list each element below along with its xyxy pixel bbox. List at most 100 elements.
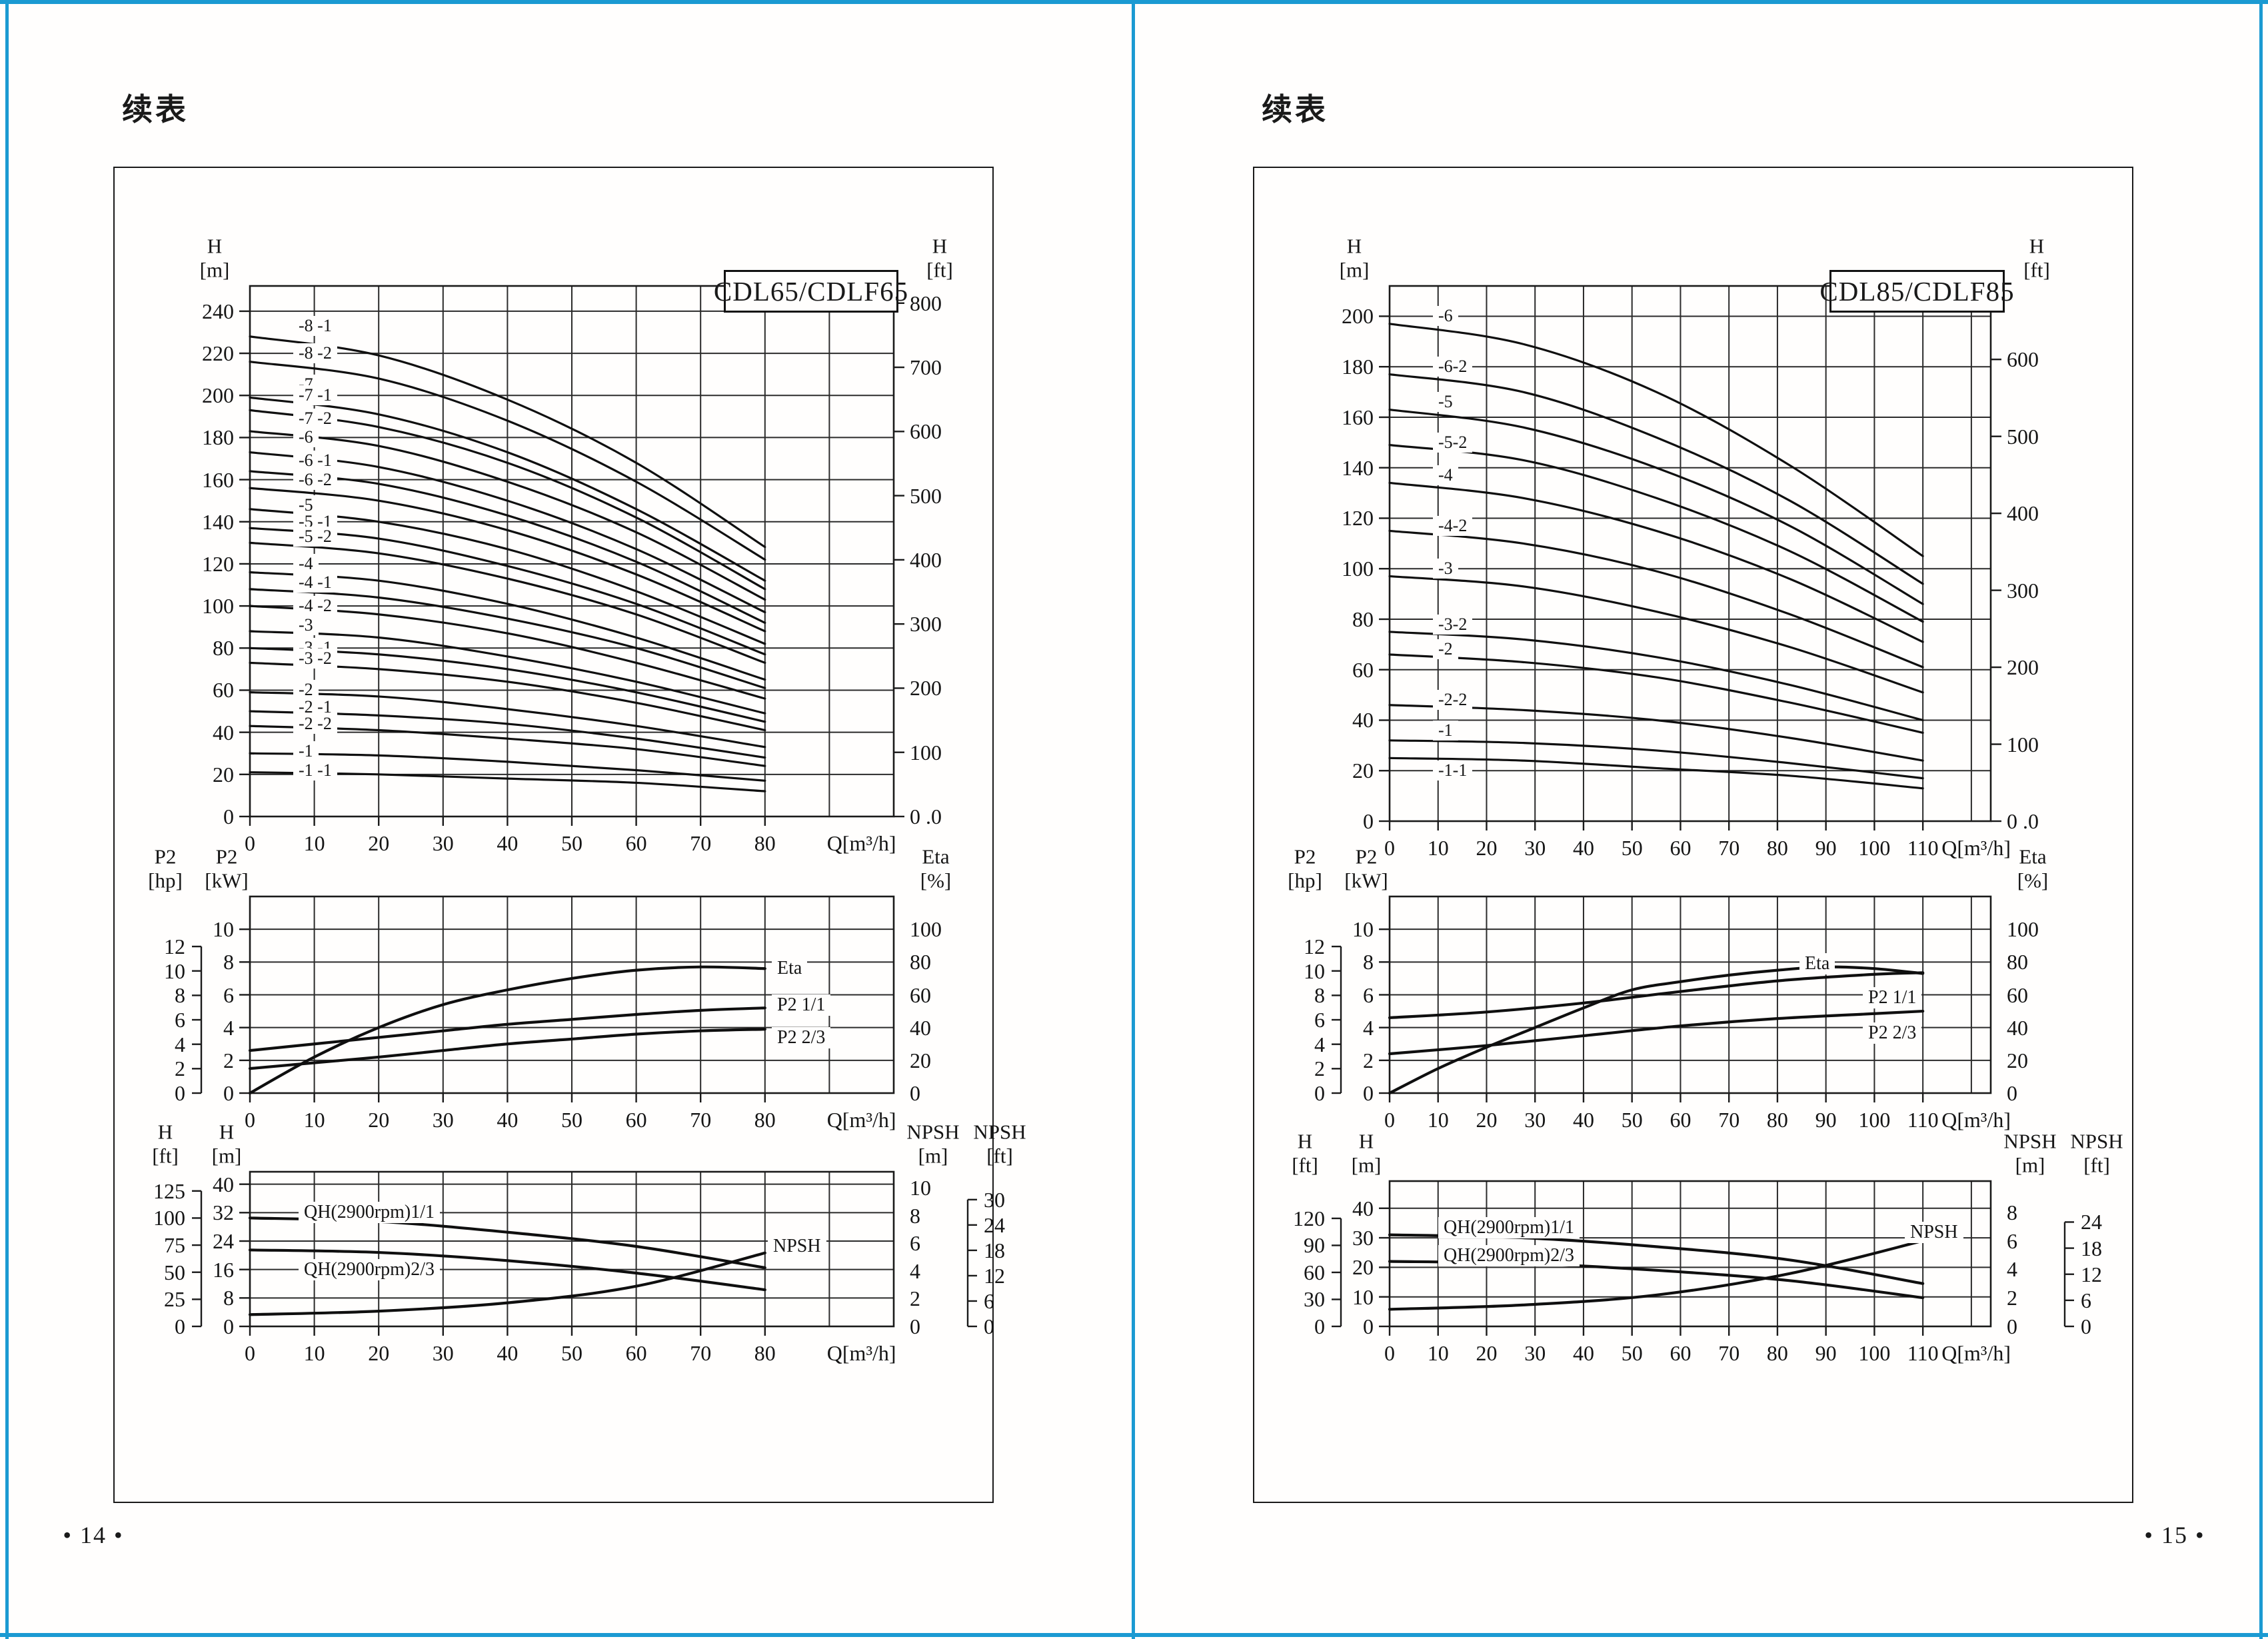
axis-tick-label: 6 [2081, 1288, 2091, 1312]
axis-tick-label: 0 [2007, 1314, 2017, 1338]
x-tick-label: 90 [1815, 1341, 1837, 1365]
x-tick-label: 70 [1718, 1341, 1740, 1365]
axis-header: H [m] [199, 234, 230, 282]
x-axis-unit-label: Q[m³/h] [826, 1108, 896, 1132]
axis-tick-label: 100 [1342, 557, 1374, 581]
axis-tick-label: 10 [1304, 958, 1325, 983]
axis-tick-label: 0 [910, 1314, 920, 1338]
curve-label: -3 [293, 615, 319, 635]
chart-annotation: QH(2900rpm)1/1 [1438, 1217, 1580, 1238]
axis-tick-label: 100 [202, 594, 234, 619]
axis-tick-label: 2 [1363, 1048, 1374, 1072]
x-tick-label: 0 [1384, 1341, 1395, 1365]
x-tick-label: 50 [1621, 836, 1643, 860]
axis-header: H [ft] [152, 1120, 179, 1168]
chart-annotation: QH(2900rpm)2/3 [1438, 1245, 1580, 1267]
axis-tick-label: 20 [2007, 1048, 2028, 1072]
axis-header: H [m] [211, 1120, 242, 1168]
axis-tick-label: 4 [1363, 1015, 1374, 1040]
curve-label: -6-2 [1433, 357, 1473, 377]
axis-tick-label: 12 [2081, 1262, 2102, 1286]
axis-tick-label: 12 [984, 1263, 1005, 1288]
axis-tick-label: 4 [910, 1258, 920, 1283]
x-tick-label: 70 [690, 831, 712, 855]
curve-label: -3 [1433, 559, 1458, 579]
axis-tick-label: 50 [164, 1260, 185, 1284]
x-tick-label: 30 [1524, 1341, 1546, 1365]
x-tick-label: 50 [561, 1341, 582, 1365]
x-tick-label: 70 [1718, 836, 1740, 860]
axis-tick-label: 120 [1342, 506, 1374, 531]
axis-tick-label: 40 [910, 1015, 931, 1040]
axis-tick-label: 75 [164, 1233, 185, 1258]
axis-tick-label: 0 .0 [2007, 809, 2039, 833]
axis-tick-label: 60 [910, 982, 931, 1007]
axis-tick-label: 0 [223, 805, 234, 828]
x-tick-label: 10 [1427, 1108, 1449, 1132]
axis-tick-label: 200 [202, 383, 234, 408]
x-tick-label: 10 [1427, 1341, 1449, 1365]
x-tick-label: 0 [245, 1108, 255, 1132]
x-tick-label: 110 [1907, 1108, 1939, 1132]
blue-rule-left [5, 0, 9, 1639]
x-axis-unit-label: Q[m³/h] [826, 831, 896, 855]
axis-header: Eta [%] [2017, 844, 2049, 892]
axis-tick-label: 200 [1342, 304, 1374, 329]
axis-tick-label: 80 [910, 950, 931, 974]
axis-tick-label: 90 [1304, 1233, 1325, 1258]
axis-tick-label: 20 [910, 1048, 931, 1072]
x-tick-label: 0 [1384, 836, 1395, 860]
axis-tick-label: 0 [984, 1314, 994, 1338]
x-tick-label: 40 [1572, 836, 1594, 860]
axis-tick-label: 600 [910, 419, 942, 444]
axis-tick-label: 8 [1363, 950, 1374, 974]
chart-annotation: Eta [772, 958, 808, 980]
chart-annotation: QH(2900rpm)2/3 [299, 1258, 440, 1280]
axis-tick-label: 140 [202, 509, 234, 534]
axis-header: H [ft] [2023, 234, 2050, 282]
axis-tick-label: 10 [213, 917, 234, 942]
x-tick-label: 40 [497, 1108, 519, 1132]
axis-tick-label: 0 [175, 1081, 185, 1105]
axis-tick-label: 10 [1352, 917, 1374, 942]
axis-tick-label: 240 [202, 299, 234, 323]
x-tick-label: 50 [1621, 1341, 1643, 1365]
axis-tick-label: 0 [1363, 1081, 1374, 1105]
chart-title: CDL65/CDLF65 [714, 270, 908, 313]
x-tick-label: 0 [245, 831, 255, 855]
axis-tick-label: 8 [223, 950, 234, 974]
axis-tick-label: 2 [1314, 1056, 1325, 1081]
axis-tick-label: 220 [202, 341, 234, 366]
axis-tick-label: 80 [1352, 607, 1374, 631]
axis-header: H [ft] [926, 234, 953, 282]
x-tick-label: 0 [245, 1341, 255, 1365]
axis-tick-label: 4 [175, 1032, 185, 1056]
x-tick-label: 60 [1670, 1108, 1692, 1132]
axis-tick-label: 40 [1352, 1196, 1374, 1220]
axis-tick-label: 40 [1352, 708, 1374, 733]
axis-tick-label: 180 [202, 425, 234, 450]
x-tick-label: 60 [625, 1108, 647, 1132]
curve-label: -1 [1433, 720, 1458, 741]
x-tick-label: 80 [754, 831, 776, 855]
axis-tick-label: 6 [2007, 1228, 2017, 1253]
curve-label: -1 [293, 741, 319, 762]
left-page-heading: 续表 [122, 93, 189, 127]
axis-tick-label: 8 [223, 1286, 234, 1310]
x-tick-label: 60 [1670, 836, 1692, 860]
axis-tick-label: 125 [153, 1178, 185, 1203]
axis-tick-label: 60 [213, 678, 234, 703]
axis-tick-label: 6 [1363, 982, 1374, 1007]
axis-tick-label: 160 [202, 467, 234, 492]
axis-tick-label: 30 [1352, 1226, 1374, 1250]
axis-tick-label: 6 [223, 982, 234, 1007]
x-tick-label: 100 [1858, 836, 1891, 860]
axis-tick-label: 400 [910, 547, 942, 572]
axis-header: H [ft] [1292, 1129, 1318, 1177]
chart-annotation: QH(2900rpm)1/1 [299, 1202, 440, 1224]
axis-tick-label: 0 [1314, 1314, 1325, 1338]
x-tick-label: 70 [690, 1341, 712, 1365]
x-tick-label: 30 [432, 1341, 454, 1365]
axis-tick-label: 0 [223, 1314, 234, 1338]
axis-tick-label: 500 [910, 483, 942, 508]
